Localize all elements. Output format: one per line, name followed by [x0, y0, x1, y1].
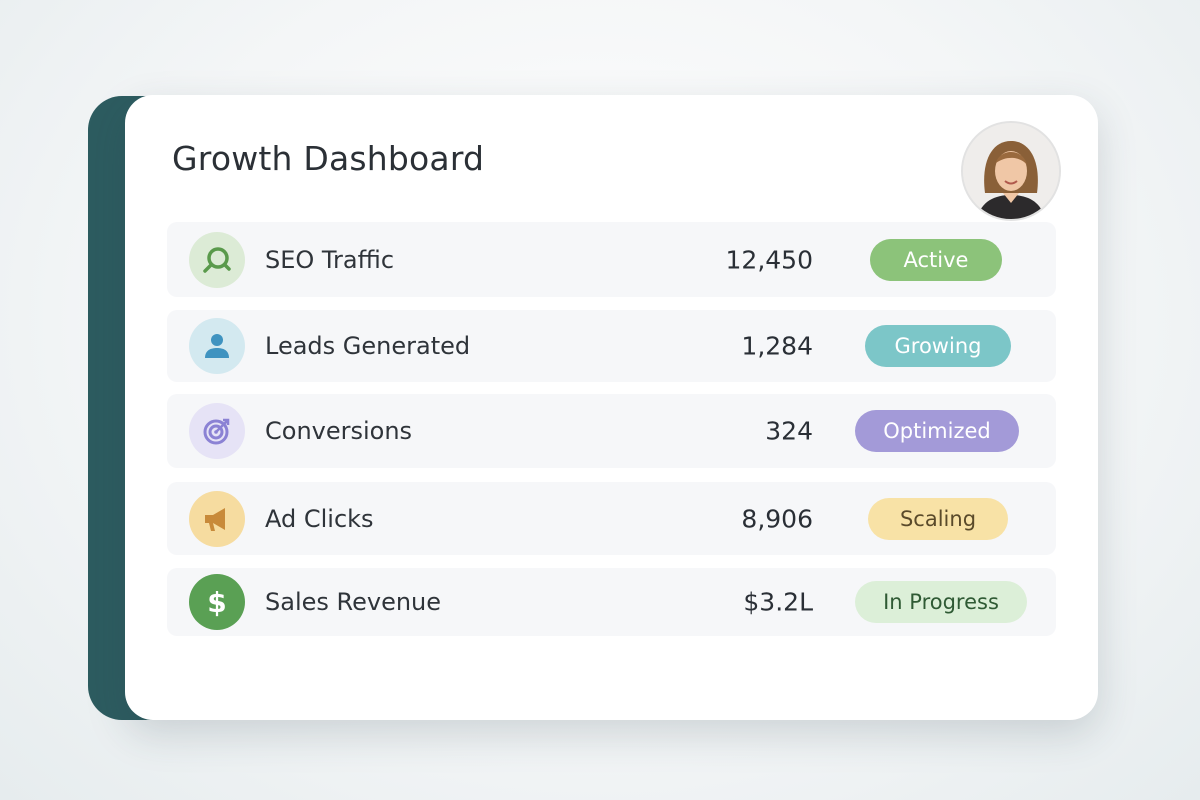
dollar-icon: $ — [189, 574, 245, 630]
avatar[interactable] — [961, 121, 1061, 221]
metric-value: 12,450 — [725, 245, 813, 274]
metric-row-leads-generated[interactable]: Leads Generated 1,284 Growing — [167, 310, 1056, 382]
metric-value: $3.2L — [743, 587, 813, 617]
dashboard-card: Growth Dashboard SEO Traffic 12,450 Acti… — [125, 95, 1098, 720]
status-badge: Optimized — [855, 410, 1019, 452]
metric-label: Conversions — [265, 417, 413, 445]
megaphone-icon — [189, 490, 245, 547]
metric-row-conversions[interactable]: Conversions 324 Optimized — [167, 394, 1056, 468]
metric-label: Sales Revenue — [265, 588, 442, 616]
metric-row-seo-traffic[interactable]: SEO Traffic 12,450 Active — [167, 222, 1056, 297]
status-badge: Scaling — [868, 497, 1008, 540]
page-title: Growth Dashboard — [172, 139, 485, 178]
metric-row-sales-revenue[interactable]: $ Sales Revenue $3.2L In Progress — [167, 568, 1056, 636]
metric-value: 8,906 — [741, 504, 813, 533]
metric-label: SEO Traffic — [265, 245, 395, 274]
status-badge: Growing — [865, 325, 1011, 367]
search-icon — [189, 231, 245, 288]
metric-label: Ad Clicks — [265, 504, 374, 533]
status-badge: In Progress — [855, 581, 1027, 623]
metric-row-ad-clicks[interactable]: Ad Clicks 8,906 Scaling — [167, 482, 1056, 555]
target-icon — [189, 403, 245, 459]
metric-value: 1,284 — [741, 331, 813, 361]
status-badge: Active — [870, 238, 1002, 281]
metric-value: 324 — [765, 416, 813, 446]
metric-label: Leads Generated — [265, 332, 471, 360]
user-icon — [189, 318, 245, 374]
